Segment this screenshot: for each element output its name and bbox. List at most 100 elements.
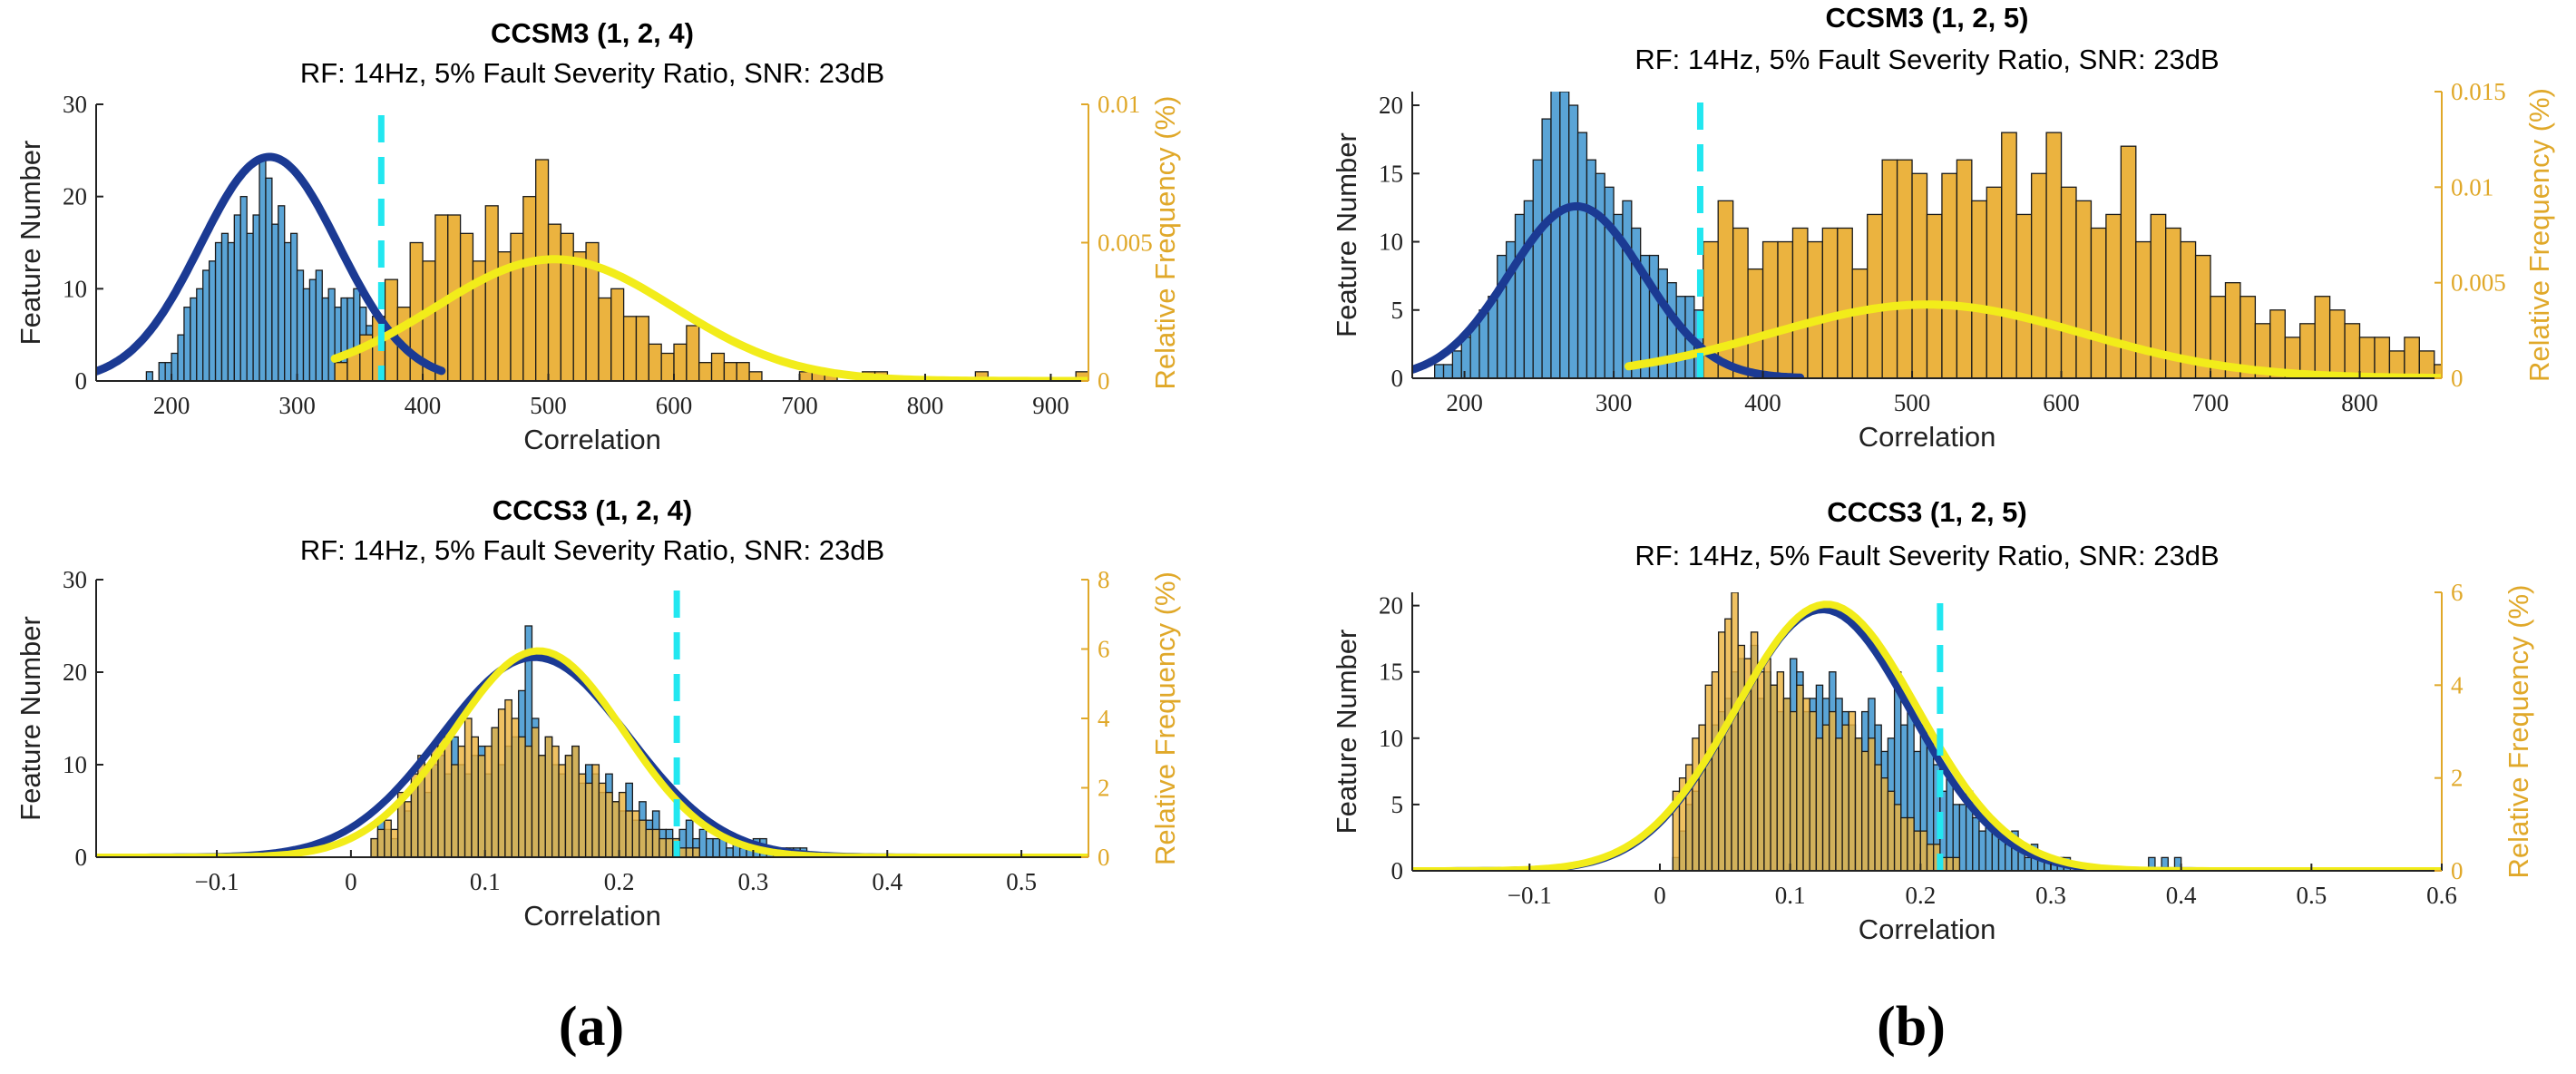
faulty-bar <box>651 828 660 857</box>
faulty-bar <box>710 352 726 381</box>
faulty-bar <box>571 745 580 857</box>
y-tick-label: 5 <box>1391 297 1404 324</box>
faulty-bar <box>2135 240 2152 378</box>
y-tick-label: 10 <box>1379 229 1403 256</box>
faulty-bar <box>659 837 667 857</box>
y-axis-right-label: Relative Frequency (%) <box>2523 88 2555 382</box>
healthy-bar <box>1460 337 1471 378</box>
faulty-bar <box>1952 856 1961 871</box>
faulty-bar <box>598 782 607 857</box>
faulty-bar <box>457 745 466 857</box>
faulty-bar <box>648 343 662 381</box>
faulty-bar <box>660 352 675 381</box>
faulty-bar <box>2090 227 2107 378</box>
faulty-bar <box>2060 186 2077 378</box>
faulty-bar <box>1854 737 1863 871</box>
faulty-bar <box>404 801 413 857</box>
x-tick-label: 600 <box>656 392 693 419</box>
faulty-bar <box>1829 710 1837 871</box>
faulty-bar <box>1747 268 1764 378</box>
y-tick-label: 15 <box>1379 160 1403 187</box>
faulty-bar <box>524 745 533 857</box>
faulty-bar <box>1717 200 1734 378</box>
y-right-tick-label: 4 <box>1098 705 1110 732</box>
x-tick-label: 700 <box>781 392 818 419</box>
faulty-bar <box>2015 213 2033 378</box>
healthy-bar <box>2148 856 2156 871</box>
chart-subtitle: RF: 14Hz, 5% Fault Severity Ratio, SNR: … <box>300 534 884 566</box>
faulty-bar <box>2328 309 2346 378</box>
panel-label-b: (b) <box>1877 996 1946 1058</box>
faulty-bar <box>370 837 379 857</box>
faulty-bar <box>673 343 688 381</box>
faulty-bar <box>451 764 459 857</box>
faulty-bar <box>390 828 399 857</box>
x-tick-label: 900 <box>1032 392 1069 419</box>
healthy-bar <box>1978 830 1986 871</box>
chart-subtitle: RF: 14Hz, 5% Fault Severity Ratio, SNR: … <box>300 57 884 89</box>
y-axis-label: Feature Number <box>1331 132 1362 337</box>
faulty-bar <box>1941 172 1958 378</box>
faulty-bar <box>578 773 587 857</box>
faulty-bar <box>477 755 486 857</box>
faulty-bar <box>511 718 520 857</box>
faulty-bar <box>1763 658 1771 871</box>
faulty-bar <box>558 764 567 857</box>
faulty-bar <box>1956 159 1973 378</box>
faulty-bar <box>1841 724 1849 871</box>
healthy-bar <box>271 223 279 381</box>
faulty-bar <box>1789 710 1798 871</box>
healthy-bar <box>252 214 260 381</box>
x-tick-label: 0.1 <box>470 868 501 895</box>
plot-area <box>96 591 1088 857</box>
faulty-bar <box>1807 240 1824 378</box>
faulty-bar <box>1704 684 1713 871</box>
healthy-bar <box>164 362 172 381</box>
faulty-bar <box>2105 213 2122 378</box>
healthy-bar <box>1675 296 1686 378</box>
y-tick-label: 20 <box>63 659 87 686</box>
faulty-bar <box>1776 671 1785 871</box>
healthy-bar <box>246 232 254 381</box>
y-tick-label: 0 <box>1391 857 1404 884</box>
x-tick-label: −0.1 <box>1508 882 1552 909</box>
x-axis-label: Correlation <box>523 424 661 455</box>
x-tick-label: 0.3 <box>738 868 769 895</box>
faulty-bar <box>678 847 688 857</box>
faulty-bar <box>635 316 649 381</box>
faulty-bar <box>748 371 763 381</box>
faulty-bar <box>1896 159 1913 378</box>
chart-subtitle: RF: 14Hz, 5% Fault Severity Ratio, SNR: … <box>1634 44 2219 75</box>
y-axis-right-label: Relative Frequency (%) <box>1149 571 1181 865</box>
faulty-fit-line <box>1625 300 2442 378</box>
healthy-bar <box>1666 282 1677 378</box>
faulty-bar <box>334 362 348 381</box>
faulty-bar <box>510 232 524 381</box>
healthy-bar <box>265 177 273 381</box>
faulty-bar <box>1868 737 1876 871</box>
faulty-bar <box>1926 213 1943 378</box>
faulty-bar <box>484 205 499 381</box>
chart-title: CCCS3 (1, 2, 4) <box>493 494 693 526</box>
faulty-bar <box>686 325 700 381</box>
faulty-bar <box>1900 816 1908 871</box>
healthy-bar <box>2161 856 2169 871</box>
y-tick-label: 10 <box>1379 725 1403 752</box>
faulty-bar <box>518 736 526 857</box>
x-tick-label: 0.2 <box>604 868 635 895</box>
y-right-tick-label: 2 <box>1098 775 1110 802</box>
x-tick-label: 500 <box>530 392 567 419</box>
x-tick-label: 200 <box>153 392 190 419</box>
faulty-bar <box>1919 830 1928 871</box>
chart-title: CCSM3 (1, 2, 5) <box>1826 2 2029 34</box>
faulty-bar <box>491 727 500 857</box>
faulty-bar <box>639 819 647 857</box>
faulty-bar <box>1777 240 1794 378</box>
faulty-bar <box>2374 337 2391 378</box>
faulty-bar <box>591 764 600 857</box>
healthy-bar <box>1532 159 1543 378</box>
healthy-bar <box>302 288 311 381</box>
healthy-bar <box>1946 777 1954 871</box>
y-right-tick-label: 6 <box>1098 636 1110 663</box>
healthy-bar <box>327 288 336 381</box>
